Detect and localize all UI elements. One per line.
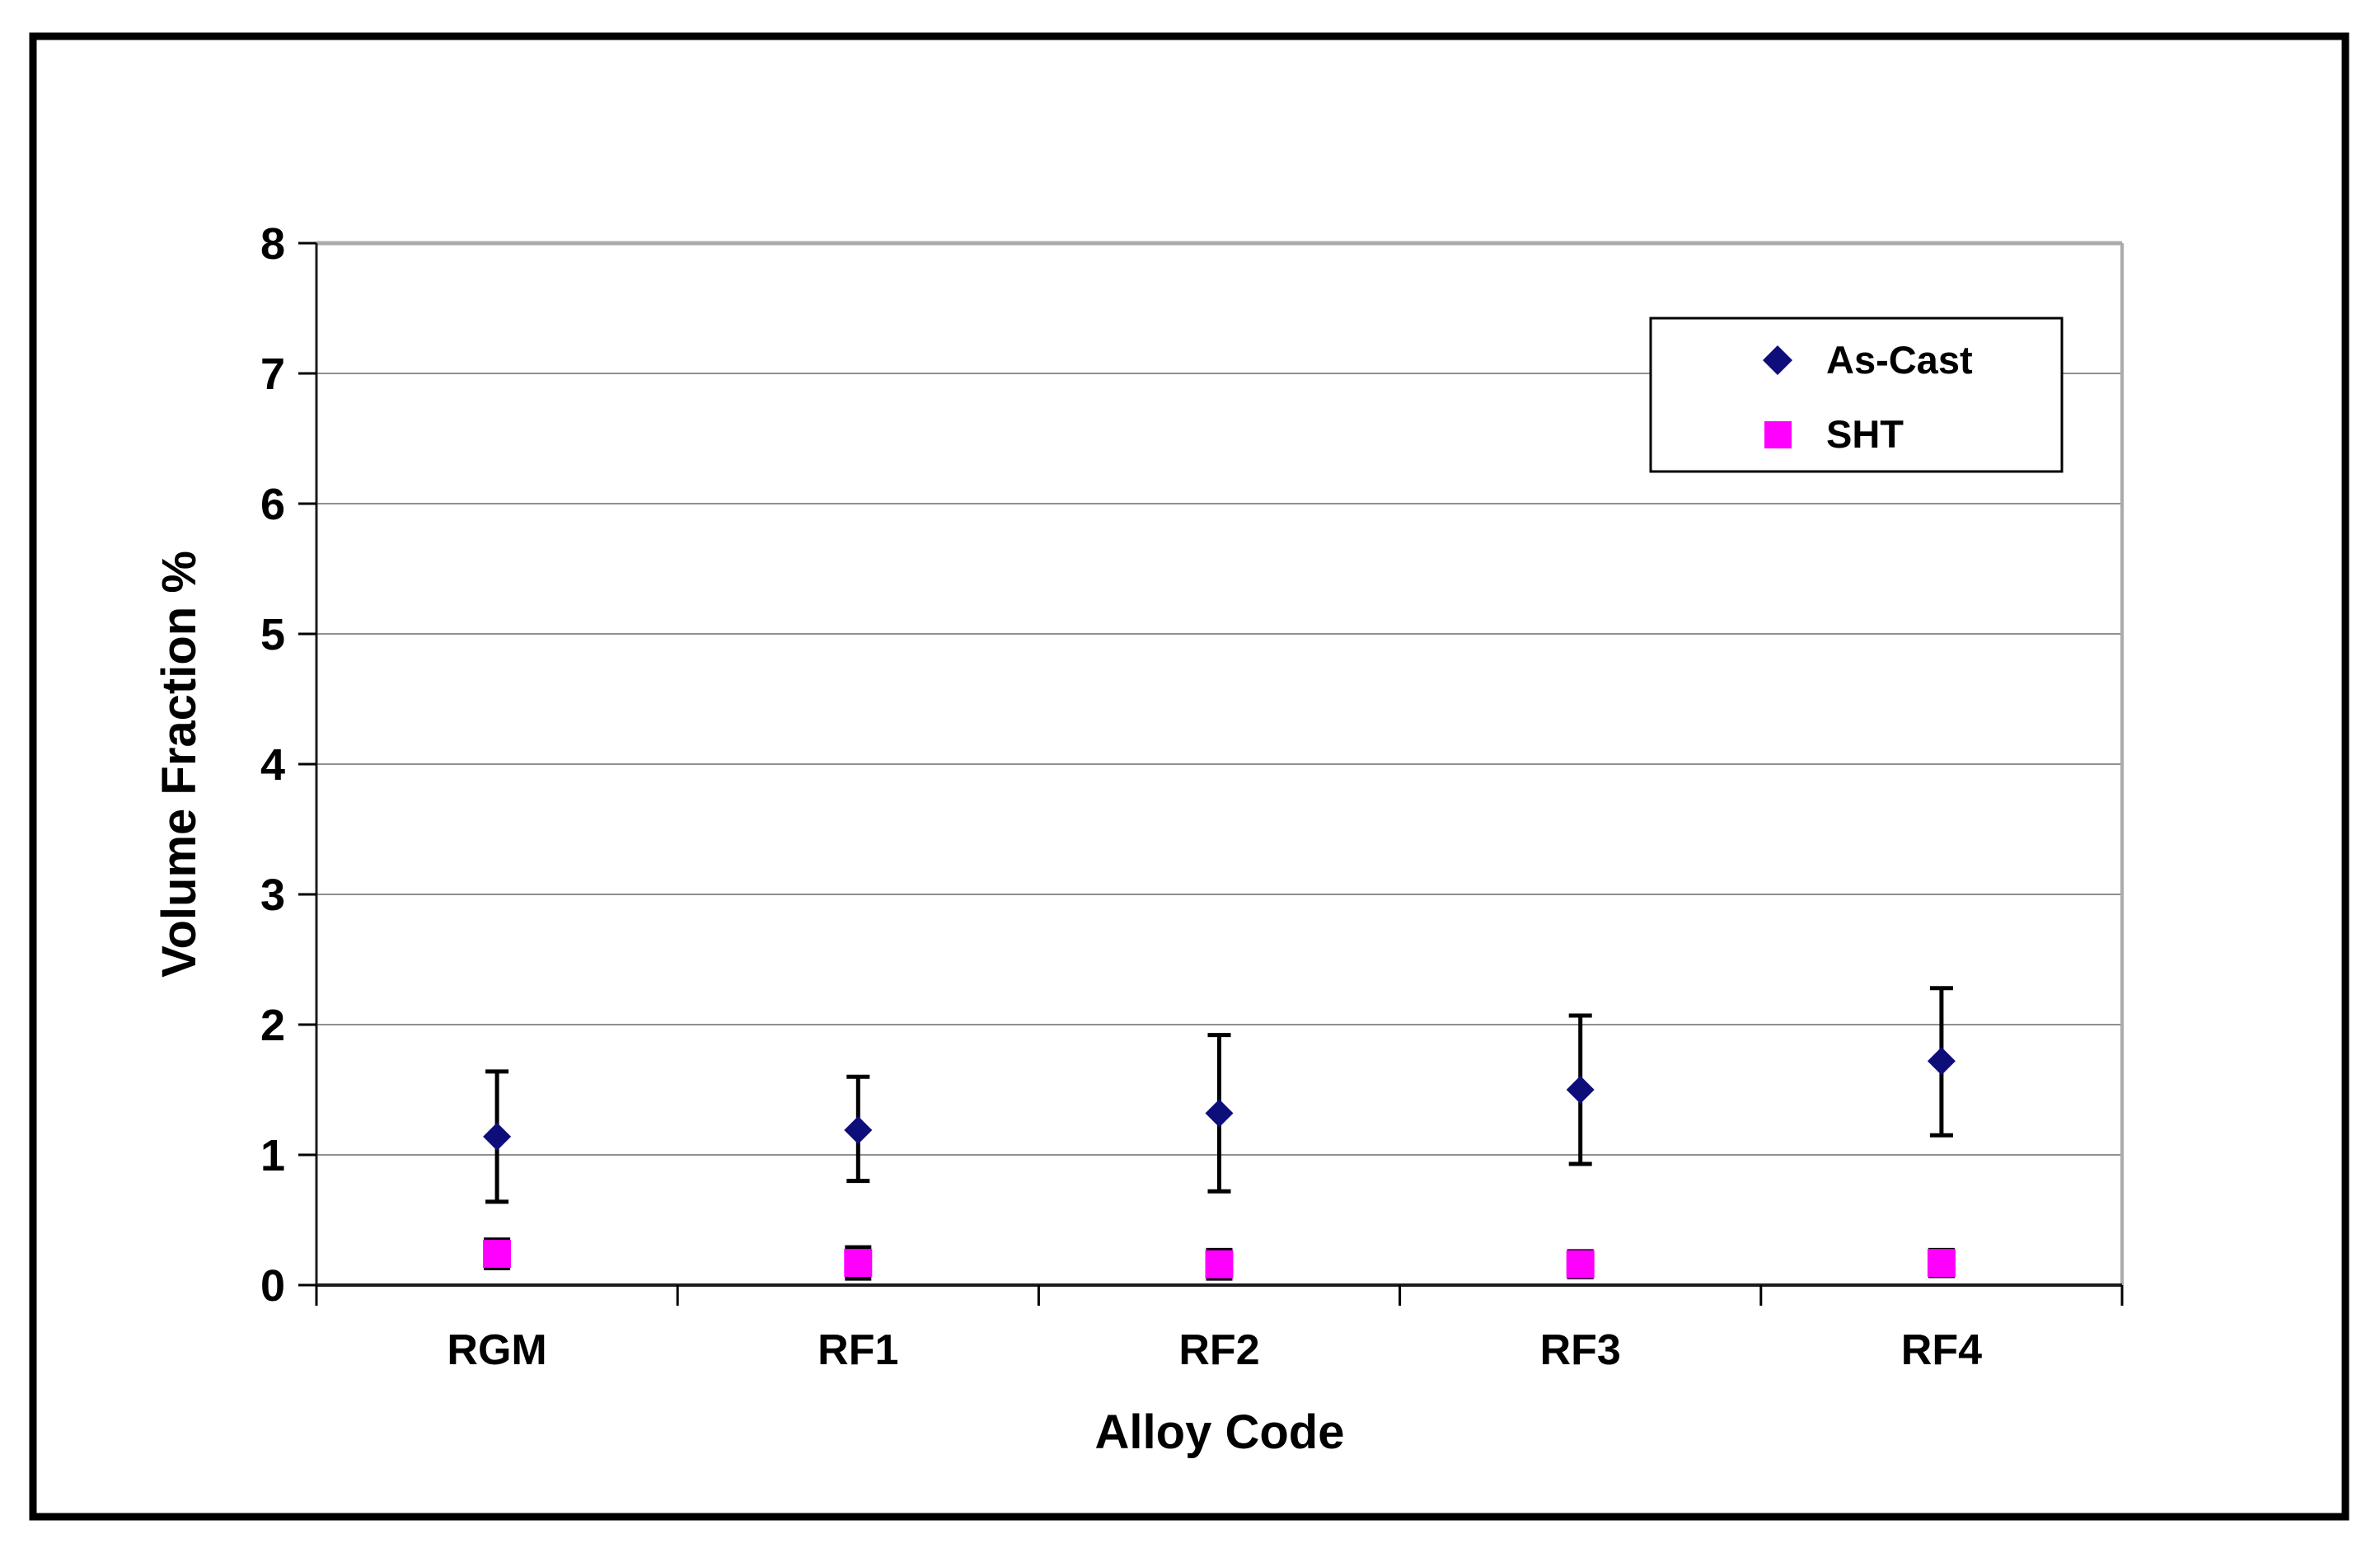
data-point-SHT-RF3 [1566,1249,1595,1280]
y-tick-label-6: 6 [260,480,285,529]
series-layer [483,986,1956,1281]
y-tick-label-1: 1 [260,1131,285,1180]
legend-label-sht: SHT [1826,412,1904,456]
data-point-SHT-RGM [483,1237,512,1270]
plot-border [315,241,2124,1287]
y-tick-label-3: 3 [260,870,285,920]
x-category-label-RF3: RF3 [1540,1326,1621,1374]
y-tick-label-4: 4 [260,740,285,790]
y-tick-label-5: 5 [260,610,285,659]
marker-diamond [483,1122,512,1151]
x-category-label-RF1: RF1 [818,1326,898,1374]
x-tick-labels: RGM RF1 RF2 RF3 RF4 [447,1326,1982,1374]
marker-square [1205,1250,1234,1279]
data-point-As-Cast-RF2 [1205,1033,1234,1194]
data-point-As-Cast-RF4 [1927,986,1956,1138]
x-axis-title: Alloy Code [1095,1405,1345,1459]
marker-square [1927,1249,1956,1278]
x-category-label-RF2: RF2 [1178,1326,1259,1374]
legend-box [1649,317,2064,473]
axis-ticks [298,242,2124,1306]
data-point-As-Cast-RF3 [1566,1013,1595,1166]
marker-diamond [1927,1047,1956,1076]
marker-diamond [1566,1076,1595,1104]
legend-marker-sht [1764,421,1792,448]
x-category-label-RGM: RGM [447,1326,546,1374]
y-tick-label-2: 2 [260,1001,285,1050]
marker-diamond [844,1115,873,1144]
legend: As-Cast SHT [1649,317,2064,473]
data-point-SHT-RF1 [844,1245,873,1281]
y-tick-label-7: 7 [260,350,285,399]
marker-square [844,1249,873,1278]
outer-border [29,32,2350,1521]
data-point-SHT-RF2 [1205,1247,1234,1281]
marker-square [1566,1250,1595,1279]
y-axis-title: Volume Fraction % [152,551,206,978]
data-point-SHT-RF4 [1927,1247,1956,1279]
marker-square [483,1240,512,1269]
marker-diamond [1205,1099,1234,1128]
y-tick-label-8: 8 [260,219,285,269]
y-tick-label-0: 0 [260,1261,285,1311]
legend-marker-as-cast [1763,345,1792,375]
data-point-As-Cast-RF1 [844,1074,873,1184]
legend-label-as-cast: As-Cast [1826,338,1973,382]
data-point-As-Cast-RGM [483,1069,512,1204]
x-category-label-RF4: RF4 [1901,1326,1982,1374]
gridlines [316,373,2122,1156]
y-tick-labels: 0 1 2 3 4 5 6 7 8 [260,219,285,1311]
